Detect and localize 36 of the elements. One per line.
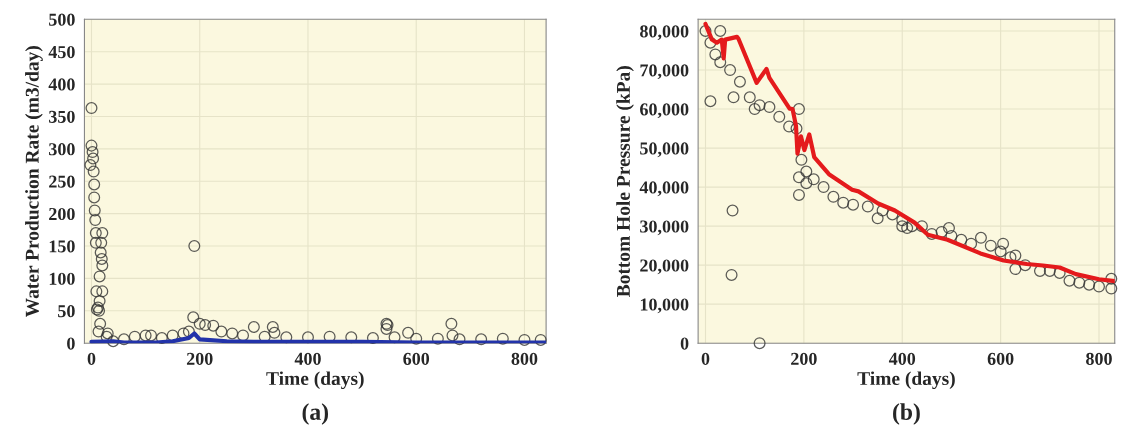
y-tick-label: 50,000 [640, 142, 689, 158]
y-tick-label: 400 [48, 78, 75, 91]
x-tick-label: 400 [294, 352, 321, 365]
x-tick-label: 600 [403, 352, 430, 365]
x-axis-title: Time (days) [857, 371, 955, 390]
y-tick-label: 0 [67, 337, 75, 350]
y-tick-label: 20,000 [640, 259, 689, 275]
x-tick-label: 800 [1086, 352, 1112, 365]
x-tick-label: 800 [511, 352, 538, 365]
y-axis-title: Water Production Rate (m3/day) [25, 46, 43, 317]
y-axis-title: Bottom Hole Pressure (kPa) [616, 66, 634, 297]
y-tick-label: 350 [49, 110, 75, 123]
x-tick-label: 400 [888, 352, 916, 365]
y-tick-label: 500 [49, 13, 75, 26]
x-tick-label: 200 [186, 352, 213, 365]
y-tick-label: 150 [49, 240, 75, 253]
y-tick-label: 50 [58, 305, 75, 318]
x-tick-label: 200 [791, 352, 817, 365]
text: (a) [302, 403, 329, 425]
y-tick-label: 200 [49, 207, 75, 221]
y-tick-label: 40,000 [639, 181, 689, 197]
y-tick-label: 60,000 [640, 103, 689, 119]
y-tick-label: 70,000 [640, 64, 689, 80]
x-tick-label: 0 [701, 352, 710, 365]
x-axis-title: Time (days) [266, 371, 364, 390]
y-tick-label: 300 [49, 143, 75, 156]
y-tick-label: 100 [49, 272, 75, 285]
text: (b) [893, 403, 920, 425]
y-tick-label: 80,000 [640, 25, 689, 41]
y-tick-label: 30,000 [640, 220, 689, 236]
x-tick-label: 0 [87, 352, 96, 365]
y-tick-label: 10,000 [640, 298, 689, 314]
y-tick-label: 450 [48, 45, 75, 59]
y-tick-label: 0 [680, 337, 689, 350]
x-tick-label: 600 [987, 352, 1014, 365]
y-tick-label: 250 [49, 175, 75, 188]
